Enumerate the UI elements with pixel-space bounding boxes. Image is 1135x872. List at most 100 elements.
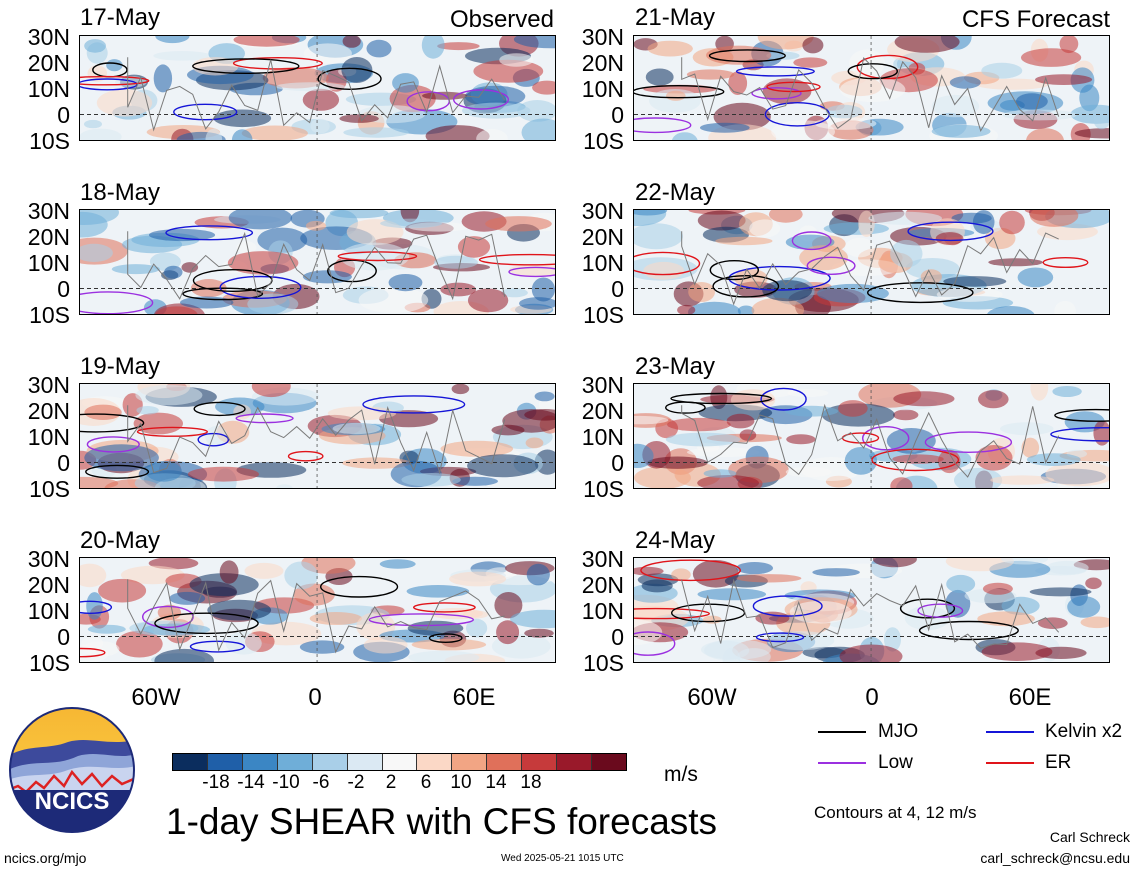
shear-blob [734, 269, 768, 288]
wave-contour [634, 85, 725, 99]
lon-label: 60W [687, 684, 737, 711]
shear-blob [519, 297, 555, 310]
shear-field [80, 558, 555, 662]
shear-blob [697, 588, 767, 601]
colorbar-swatch [557, 754, 593, 770]
lat-label: 10S [29, 128, 70, 154]
lat-label: 10N [581, 250, 624, 276]
shear-blob [534, 391, 555, 402]
shear-blob [1046, 560, 1089, 575]
legend-label-kelvin: Kelvin x2 [1045, 721, 1123, 742]
wave-contour [709, 259, 760, 281]
wave-contour [766, 81, 821, 93]
lat-label: 10S [583, 476, 624, 502]
shear-blob [987, 306, 1035, 314]
shear-blob [767, 631, 835, 651]
wave-contour [192, 58, 300, 75]
shear-blob [187, 466, 259, 482]
wave-contour [751, 87, 802, 100]
wave-contour [918, 620, 1019, 641]
shear-blob [433, 255, 478, 269]
shear-blob [641, 579, 673, 593]
shear-blob [981, 642, 1053, 661]
lon-label: 60W [131, 684, 181, 711]
colorbar-swatch [417, 754, 453, 770]
shear-blob [299, 640, 345, 654]
shear-blob [437, 42, 480, 51]
shear-blob [329, 210, 389, 219]
shear-blob [180, 296, 234, 309]
shear-blob [225, 632, 262, 655]
colorbar-swatch [207, 754, 243, 770]
lat-label: 0 [57, 450, 70, 476]
timestamp: Wed 2025-05-21 1015 UTC [501, 853, 624, 864]
shear-blob [647, 40, 693, 57]
contours-note: Contours at 4, 12 m/s [814, 803, 977, 822]
shear-blob [954, 467, 1003, 488]
lat-label: 30N [581, 24, 624, 50]
colorbar-tick: -2 [347, 772, 365, 793]
lat-label: 0 [611, 450, 624, 476]
shear-blob [342, 457, 412, 469]
shear-blob [363, 636, 408, 654]
shear-blob [667, 417, 731, 432]
wave-contour [760, 387, 807, 411]
shear-blob [701, 639, 772, 660]
shear-blob [154, 648, 214, 662]
shear-blob [476, 129, 508, 140]
wave-contour [670, 603, 746, 623]
shear-blob [645, 68, 674, 86]
lat-label: 20N [581, 224, 624, 250]
colorbar-tick: 10 [450, 772, 472, 793]
lat-label: 30N [27, 546, 70, 572]
colorbar-tick: 14 [485, 772, 507, 793]
shear-field [80, 210, 555, 314]
shear-blob [785, 466, 832, 478]
shear-blob [440, 282, 477, 297]
lat-label: 20N [581, 572, 624, 598]
lat-label: 10S [583, 128, 624, 154]
coastline [127, 57, 506, 132]
legend-label-low: Low [878, 752, 913, 773]
shear-blob [737, 305, 755, 314]
lat-label: 0 [57, 624, 70, 650]
coastline [681, 56, 1060, 133]
shear-blob [87, 624, 126, 634]
lon-label: 60E [452, 684, 496, 711]
wave-contour [85, 464, 150, 479]
shear-blob [1045, 462, 1109, 487]
wave-contour [368, 613, 474, 627]
wave-contour [634, 117, 692, 134]
wave-contour [219, 275, 302, 299]
shear-blob [244, 562, 284, 579]
observed-label: Observed [449, 6, 554, 33]
panel-date: 20-May [80, 527, 161, 554]
shear-blob [526, 563, 550, 586]
shear-blob [231, 129, 253, 140]
shear-blob [155, 306, 198, 314]
shear-blob [1002, 109, 1077, 121]
wave-contour [791, 231, 832, 251]
wave-contour [728, 265, 831, 291]
shear-blob [825, 104, 863, 119]
wave-contour [165, 225, 254, 241]
shear-blob [464, 85, 526, 107]
wave-contour [80, 647, 106, 658]
lat-label: 10N [27, 598, 70, 624]
lat-label: 30N [27, 372, 70, 398]
shear-blob [116, 630, 163, 658]
shear-map-panel [633, 35, 1110, 141]
wave-contour [154, 612, 259, 635]
shear-blob [634, 466, 691, 488]
shear-blob [485, 216, 552, 232]
wave-contour [235, 413, 294, 424]
shear-blob [1017, 267, 1054, 288]
coastline [681, 578, 1060, 649]
wave-contour [634, 607, 710, 620]
shear-blob [524, 628, 554, 638]
wave-contour [735, 66, 815, 77]
shear-blob [84, 404, 122, 420]
shear-blob [1016, 93, 1048, 110]
shear-blob [1059, 36, 1079, 54]
colorbar-swatch [312, 754, 348, 770]
